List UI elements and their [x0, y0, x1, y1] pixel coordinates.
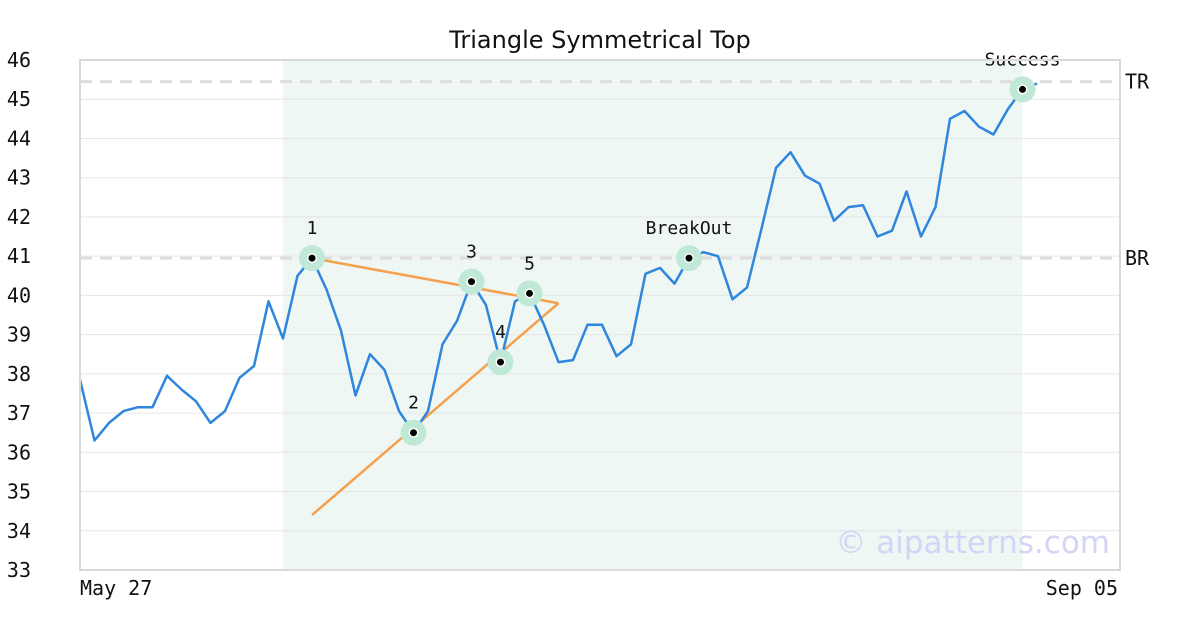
- y-tick-label: 43: [7, 166, 31, 190]
- y-tick-label: 34: [7, 519, 31, 543]
- y-tick-label: 38: [7, 362, 31, 386]
- pivot-dot-3: [468, 278, 475, 286]
- y-tick-label: 39: [7, 323, 31, 347]
- price-line: [78, 82, 1038, 442]
- plot-frame: [79, 59, 1121, 571]
- y-tick-label: 46: [7, 48, 31, 72]
- pivot-label-5: 5: [524, 253, 535, 274]
- level-label-tr: TR: [1125, 70, 1150, 94]
- y-tick-label: 33: [7, 558, 31, 582]
- pivot-label-4: 4: [495, 322, 506, 343]
- pivot-label-breakout: BreakOut: [646, 218, 733, 239]
- y-tick-label: 44: [7, 126, 31, 150]
- pivot-dot-4: [497, 358, 504, 366]
- chart-title: Triangle Symmetrical Top: [448, 26, 751, 54]
- y-tick-label: 45: [7, 87, 31, 111]
- pivot-dot-1: [308, 254, 316, 262]
- pivot-label-2: 2: [408, 393, 419, 414]
- y-tick-label: 41: [7, 244, 31, 268]
- lower-trendline: [311, 302, 560, 517]
- y-tick-label: 42: [7, 205, 31, 229]
- pivot-dot-success: [1019, 85, 1026, 93]
- pivot-label-3: 3: [466, 242, 477, 263]
- pivot-dot-5: [526, 289, 533, 297]
- x-tick-label-end: Sep 05: [1046, 576, 1118, 600]
- pattern-region: [283, 60, 1023, 570]
- y-tick-label: 36: [7, 440, 31, 464]
- y-tick-label: 35: [7, 480, 31, 504]
- pivot-label-1: 1: [307, 218, 318, 239]
- watermark: © aipatterns.com: [835, 525, 1110, 561]
- y-tick-label: 37: [7, 401, 31, 425]
- level-label-br: BR: [1125, 246, 1150, 270]
- pivot-dot-2: [410, 429, 417, 437]
- x-tick-label-start: May 27: [80, 576, 152, 600]
- pivot-dot-breakout: [685, 254, 693, 262]
- y-tick-label: 40: [7, 283, 31, 307]
